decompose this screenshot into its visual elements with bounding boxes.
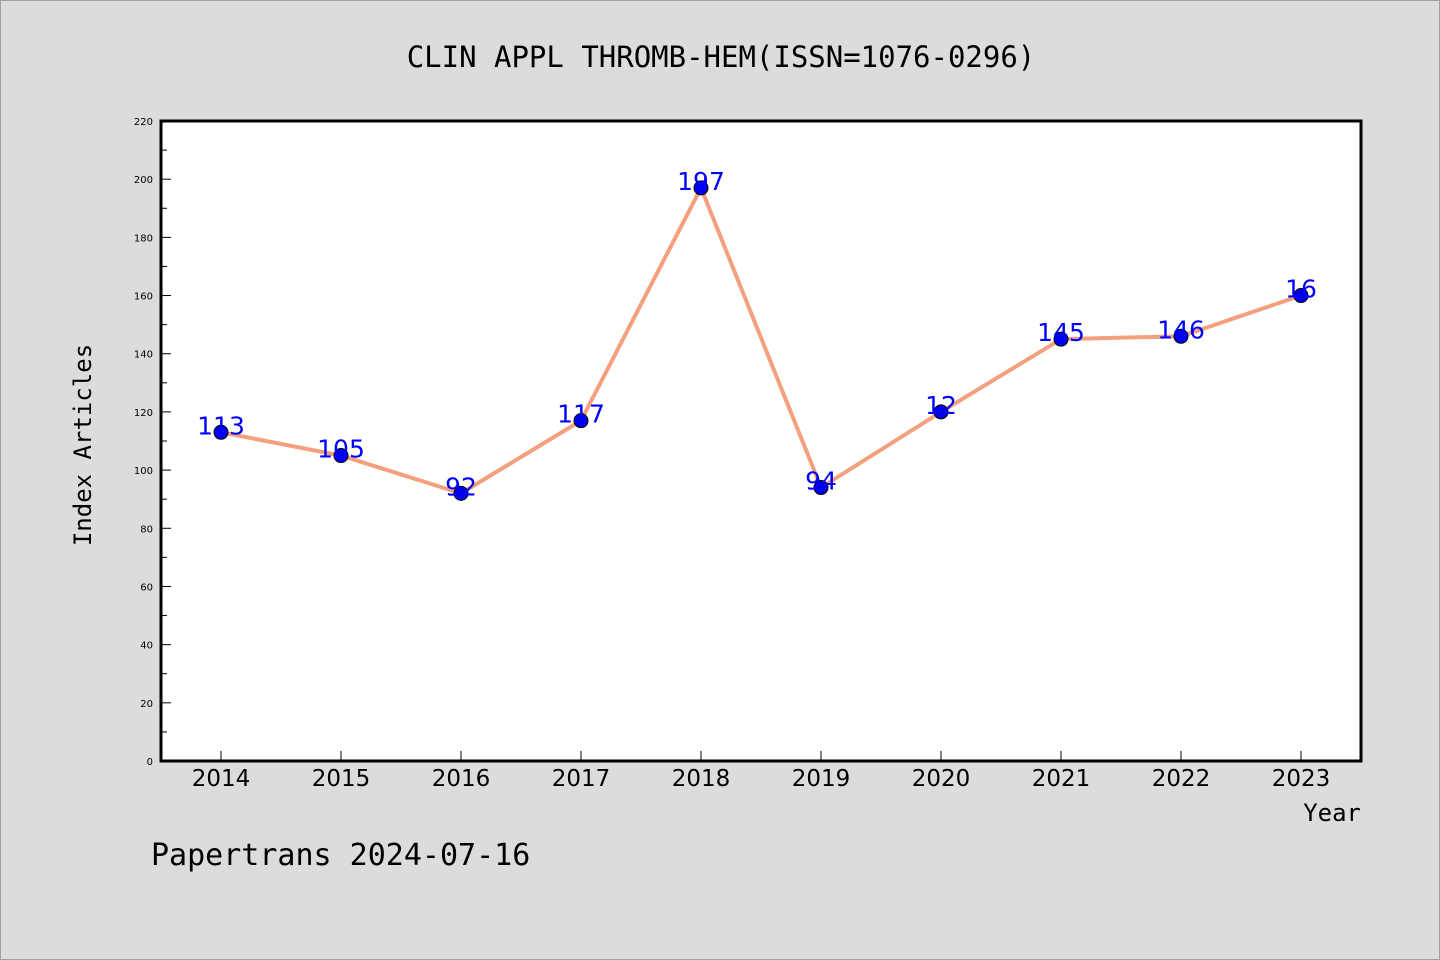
data-point-2016 xyxy=(453,485,469,501)
data-point-2020 xyxy=(933,404,949,420)
y-axis-title: Index Articles xyxy=(69,344,97,546)
series-line xyxy=(220,185,1302,496)
x-tick-label: 2023 xyxy=(1272,766,1331,792)
y-tick-label: 60 xyxy=(140,582,153,593)
data-label-2014: 113 xyxy=(197,411,245,440)
y-tick-label: 40 xyxy=(140,641,153,652)
x-tick-label: 2021 xyxy=(1032,766,1091,792)
data-labels: 113 105 92 117 197 94 12 145 146 16 xyxy=(197,167,1317,501)
x-tick-label: 2014 xyxy=(192,766,251,792)
series-layer xyxy=(213,180,1309,501)
x-tick-label: 2017 xyxy=(552,766,611,792)
data-label-2017: 117 xyxy=(557,400,605,429)
chart-title: CLIN APPL THROMB-HEM(ISSN=1076-0296) xyxy=(407,40,1036,74)
data-point-2022 xyxy=(1173,328,1189,344)
y-tick-label: 220 xyxy=(134,117,153,128)
x-tick-label: 2019 xyxy=(792,766,851,792)
y-tick-label: 180 xyxy=(134,233,153,244)
data-point-2023 xyxy=(1293,288,1309,304)
y-tick-label: 200 xyxy=(134,175,153,186)
data-point-2019 xyxy=(813,480,829,496)
y-tick-label: 80 xyxy=(140,524,153,535)
data-point-2017 xyxy=(573,413,589,429)
data-label-2023: 16 xyxy=(1285,275,1317,304)
plot-area xyxy=(159,119,1363,763)
x-tick-label: 2020 xyxy=(912,766,971,792)
y-tick-label: 140 xyxy=(134,350,153,361)
x-tick-label: 2022 xyxy=(1152,766,1211,792)
y-axis: 0 20 40 60 80 100 120 140 160 180 200 220 xyxy=(134,117,171,768)
y-tick-label: 20 xyxy=(140,699,153,710)
data-label-2022: 146 xyxy=(1157,315,1205,344)
data-point-2021 xyxy=(1053,331,1069,347)
x-axis-title: Year xyxy=(1303,799,1361,827)
data-point-2015 xyxy=(333,448,349,464)
x-tick-label: 2018 xyxy=(672,766,731,792)
x-tick-label: 2015 xyxy=(312,766,371,792)
data-label-2019: 94 xyxy=(805,467,837,496)
data-label-2018: 197 xyxy=(677,167,725,196)
data-label-2016: 92 xyxy=(445,472,477,501)
y-tick-label: 120 xyxy=(134,408,153,419)
y-tick-label: 160 xyxy=(134,292,153,303)
data-point-2018 xyxy=(693,180,709,196)
data-label-2021: 145 xyxy=(1037,318,1085,347)
watermark-text: Papertrans 2024-07-16 xyxy=(151,838,530,873)
y-tick-label: 100 xyxy=(134,466,153,477)
y-tick-label: 0 xyxy=(147,757,153,768)
data-label-2015: 105 xyxy=(317,435,365,464)
x-tick-label: 2016 xyxy=(432,766,491,792)
x-axis: 2014 2015 2016 2017 2018 2019 2020 2021 2022 2023 xyxy=(192,751,1331,792)
data-point-2014 xyxy=(213,424,229,440)
data-label-2020: 12 xyxy=(925,391,957,420)
